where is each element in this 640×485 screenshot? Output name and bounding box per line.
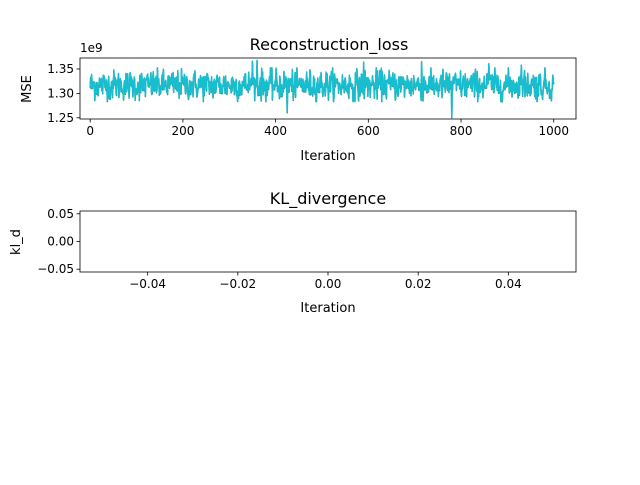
kl-divergence-y-tick-label: 0.05: [47, 207, 74, 221]
kl-divergence-xlabel: Iteration: [300, 301, 355, 316]
reconstruction-loss-x-tick-label: 400: [264, 124, 287, 138]
reconstruction-loss-y-tick-label: 1.30: [47, 86, 74, 100]
reconstruction-loss-frame: [79, 57, 577, 120]
reconstruction-loss-x-tick-label: 0: [86, 124, 94, 138]
reconstruction-loss-y-tick-label: 1.35: [47, 62, 74, 76]
kl-divergence-axes: KL_divergence −0.04 −0.02 0.00 0.02 0.04 −0.…: [9, 189, 577, 316]
kl-divergence-x-tick-label: 0.00: [315, 277, 342, 291]
reconstruction-loss-axes: Reconstruction_loss 0 200 400 600 800 1000 1.…: [20, 35, 577, 164]
reconstruction-loss-x-ticks: 0 200 400 600 800 1000: [86, 119, 569, 138]
reconstruction-loss-xlabel: Iteration: [300, 149, 355, 164]
reconstruction-loss-y-tick-label: 1.25: [47, 111, 74, 125]
kl-divergence-x-tick-label: 0.02: [405, 277, 432, 291]
reconstruction-loss-x-tick-label: 1000: [538, 124, 569, 138]
reconstruction-loss-x-tick-label: 200: [171, 124, 194, 138]
kl-divergence-y-ticks: −0.05 0.00 0.05: [37, 207, 80, 276]
kl-divergence-y-tick-label: 0.00: [47, 235, 74, 249]
reconstruction-loss-x-tick-label: 600: [357, 124, 380, 138]
reconstruction-loss-plot-area: [89, 59, 555, 119]
kl-divergence-x-tick-label: −0.02: [219, 277, 256, 291]
reconstruction-loss-y-ticks: 1.25 1.30 1.35: [47, 62, 80, 125]
kl-divergence-ylabel: kl_d: [9, 229, 24, 255]
kl-divergence-x-tick-label: 0.04: [495, 277, 522, 291]
kl-divergence-y-tick-label: −0.05: [37, 262, 74, 276]
kl-divergence-title: KL_divergence: [270, 189, 386, 209]
kl-divergence-x-ticks: −0.04 −0.02 0.00 0.02 0.04: [129, 272, 522, 291]
reconstruction-loss-x-tick-label: 800: [450, 124, 473, 138]
reconstruction-loss-title: Reconstruction_loss: [250, 35, 409, 55]
reconstruction-loss-offset-text: 1e9: [80, 41, 103, 55]
kl-divergence-x-tick-label: −0.04: [129, 277, 166, 291]
reconstruction-loss-ylabel: MSE: [20, 75, 35, 103]
reconstruction-loss-line: [89, 59, 555, 118]
